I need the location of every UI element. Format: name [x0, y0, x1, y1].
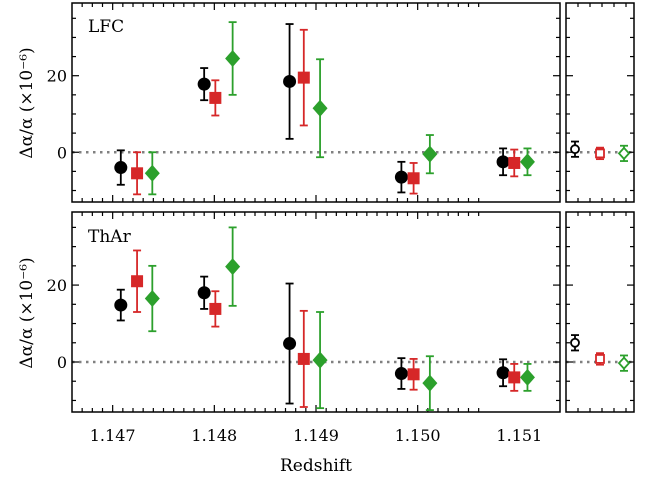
data-point-thar-s1 [297, 352, 310, 365]
data-point-lfc-s0 [496, 155, 510, 169]
data-point-thar-s2 [225, 258, 241, 276]
x-tick-label: 1.148 [191, 426, 237, 445]
data-point-lfc-s2 [144, 164, 160, 182]
data-point-lfc-s1 [131, 167, 144, 180]
x-tick-label: 1.150 [395, 426, 441, 445]
data-point-lfc-s2 [225, 49, 241, 67]
data-point-thar-s2 [519, 368, 535, 386]
data-point-thar-s1 [407, 368, 420, 381]
data-point-thar-s2 [422, 374, 438, 392]
y-tick-label-thar: 20 [47, 276, 67, 295]
data-point-lfc-s0 [197, 77, 211, 91]
data-point-lfc-s0 [114, 161, 128, 175]
data-point-thar-s1 [209, 302, 222, 315]
data-point-thar-s1 [508, 371, 521, 384]
data-point-lfc-s2 [519, 153, 535, 171]
y-tick-label-lfc: 0 [57, 143, 67, 162]
summary-point-lfc-s0 [570, 144, 580, 155]
y-axis-label-top: Δα/α (×10⁻⁶) [17, 47, 37, 158]
summary-point-thar-s2 [617, 356, 631, 370]
summary-point-thar-s0 [570, 337, 580, 348]
summary-point-thar-s1 [595, 354, 605, 364]
plot-layer: 0 20 0 20 1.147 1.148 1.149 1.150 1.151 [47, 2, 635, 445]
axes-frame-side-lfc [565, 2, 635, 203]
y-tick-label-thar: 0 [57, 353, 67, 372]
data-point-lfc-s1 [297, 71, 310, 84]
axes-frame-lfc [71, 2, 561, 203]
x-tick-label: 1.149 [293, 426, 339, 445]
data-point-thar-s2 [144, 290, 160, 308]
data-point-lfc-s1 [508, 156, 521, 169]
axes-frame-thar [71, 211, 561, 413]
data-point-lfc-s2 [312, 99, 328, 117]
summary-point-lfc-s2 [617, 146, 631, 161]
data-point-lfc-s0 [283, 74, 297, 88]
data-point-thar-s0 [496, 366, 510, 380]
data-point-lfc-s0 [394, 170, 408, 184]
summary-point-lfc-s1 [595, 148, 605, 159]
axes-frame-side-thar [565, 211, 635, 413]
x-tick-label: 1.147 [90, 426, 136, 445]
data-point-lfc-s1 [407, 172, 420, 185]
data-point-thar-s0 [114, 298, 128, 312]
x-tick-label: 1.151 [496, 426, 542, 445]
panel-label-thar: ThAr [88, 227, 132, 247]
data-point-lfc-s2 [422, 145, 438, 163]
data-point-thar-s1 [131, 275, 144, 288]
data-point-lfc-s1 [209, 91, 222, 104]
data-point-thar-s0 [197, 286, 211, 300]
x-axis-label: Redshift [280, 456, 352, 476]
data-point-thar-s0 [394, 367, 408, 381]
y-tick-label-lfc: 20 [47, 67, 67, 86]
data-point-thar-s2 [312, 351, 328, 369]
data-point-thar-s0 [283, 337, 297, 351]
panel-label-lfc: LFC [88, 17, 124, 37]
y-axis-label-bottom: Δα/α (×10⁻⁶) [17, 257, 37, 368]
